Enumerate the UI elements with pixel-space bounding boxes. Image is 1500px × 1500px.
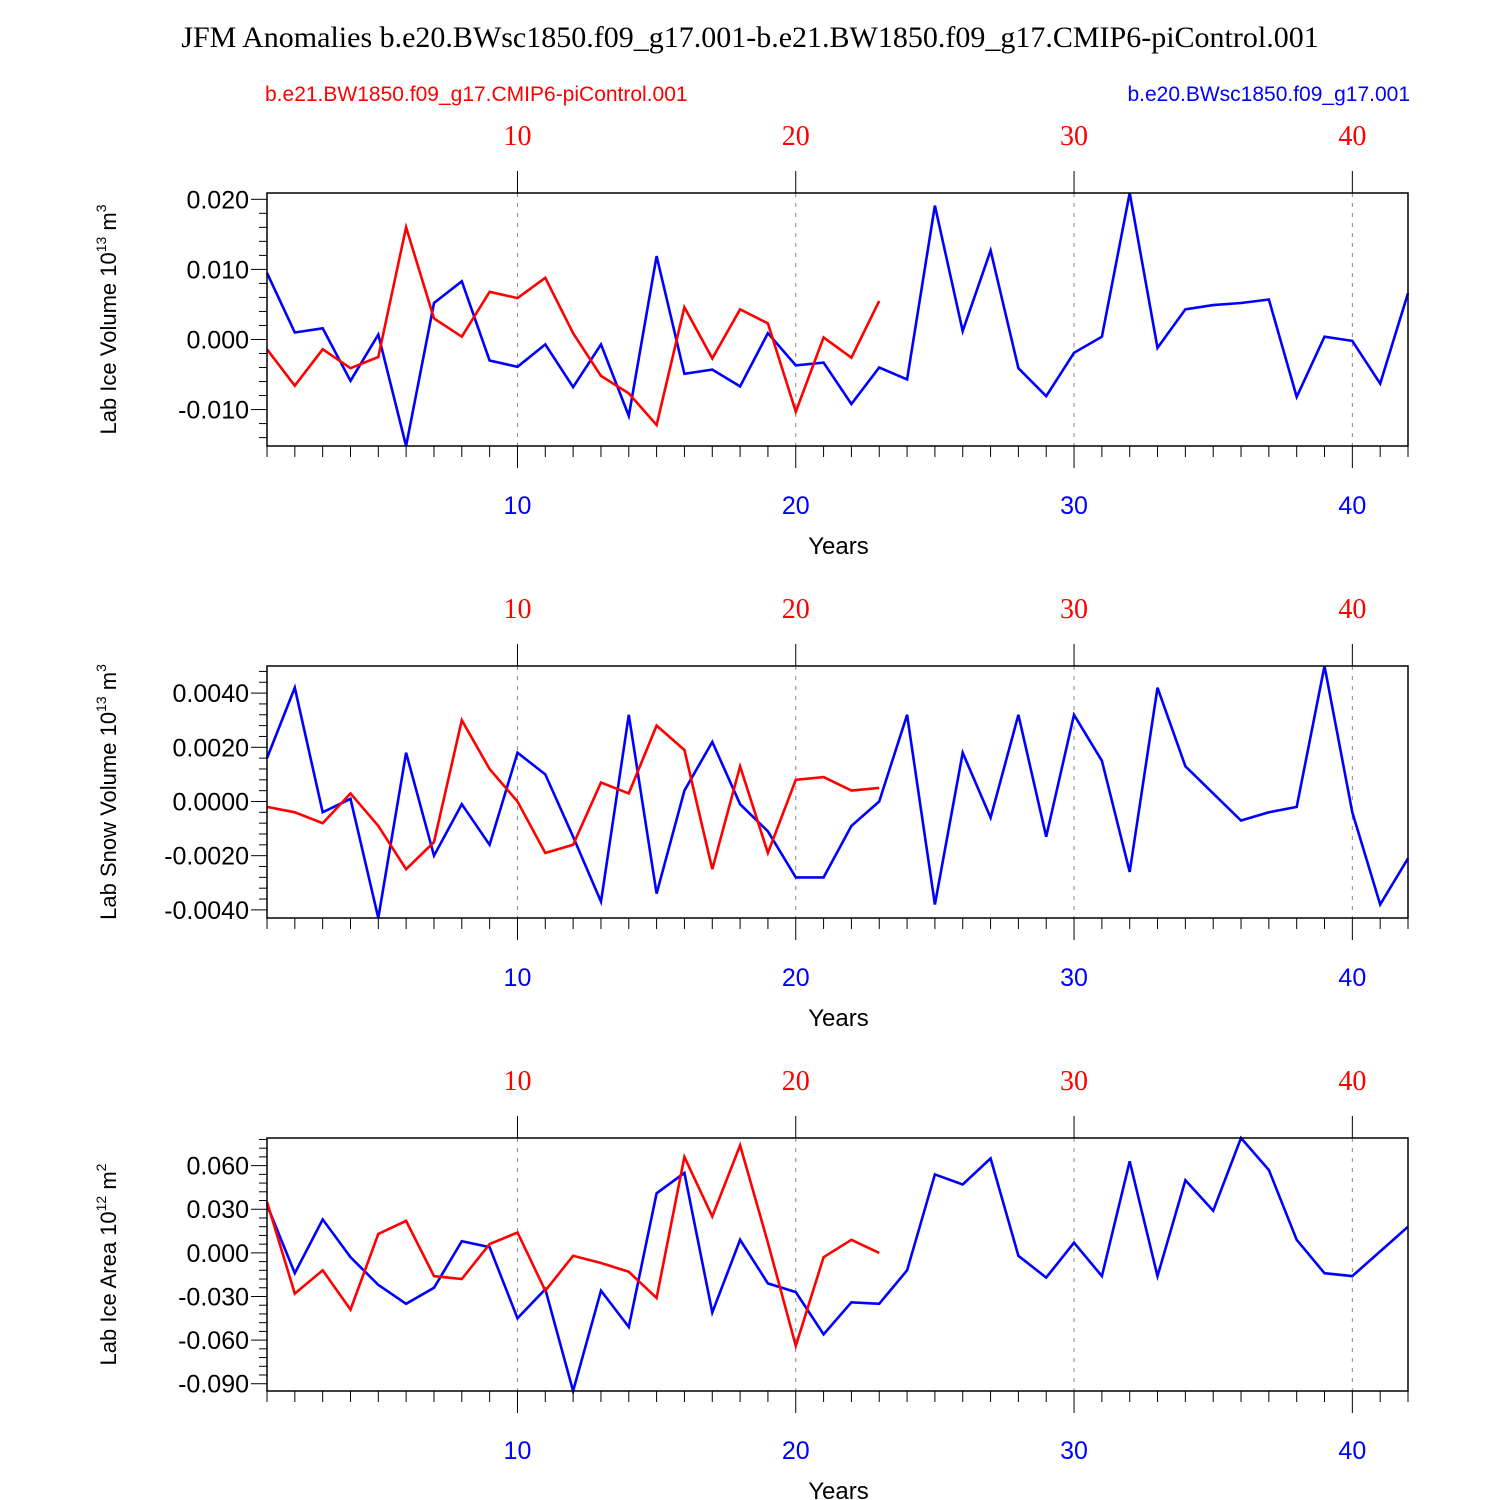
y-axis-title: Lab Ice Area 1012 m2 [93, 1163, 121, 1365]
x-tick-label-bottom: 30 [1060, 964, 1088, 992]
y-tick-label: -0.060 [178, 1327, 249, 1355]
y-axis-title-text: m [96, 212, 121, 236]
series-line-blue [265, 192, 1410, 447]
x-tick-label-bottom: 10 [504, 1437, 532, 1465]
y-axis-title-text: Lab Snow Volume 10 [96, 712, 121, 920]
x-tick-label-bottom: 40 [1338, 492, 1366, 520]
y-axis-title-superscript: 2 [93, 1163, 109, 1171]
x-tick-label-top: 40 [1338, 121, 1366, 152]
series-line-blue [265, 665, 1410, 919]
x-axis-title: Years [808, 1478, 869, 1500]
y-tick-label: 0.060 [186, 1153, 249, 1181]
y-tick-label: -0.010 [178, 397, 249, 425]
legend-red-label: b.e21.BW1850.f09_g17.CMIP6-piControl.001 [265, 83, 688, 106]
x-axis-title: Years [808, 533, 869, 560]
y-axis-title: Lab Snow Volume 1013 m3 [93, 664, 121, 920]
series-line-red [265, 222, 881, 428]
x-tick-label-bottom: 40 [1338, 1437, 1366, 1465]
y-tick-label: -0.0040 [164, 897, 249, 925]
y-axis-title-text: Lab Ice Volume 10 [96, 252, 121, 434]
x-tick-label-top: 40 [1338, 594, 1366, 625]
y-axis-title-text: Lab Ice Area 10 [96, 1211, 121, 1365]
y-tick-label: -0.090 [178, 1371, 249, 1399]
y-axis-title-superscript: 13 [93, 237, 109, 253]
x-tick-label-top: 10 [503, 1066, 531, 1097]
x-tick-label-bottom: 40 [1338, 964, 1366, 992]
x-tick-label-top: 20 [782, 594, 810, 625]
series-line-red [266, 716, 880, 872]
y-axis-title-text: m [96, 1171, 121, 1195]
x-tick-label-top: 30 [1060, 121, 1088, 152]
x-tick-label-bottom: 10 [504, 964, 532, 992]
y-axis-title-superscript: 3 [93, 664, 109, 672]
chart-panel-2: -0.0040 -0.0020 0.0000 0.0020 0.0040 10 20 30 40… [93, 594, 1410, 1032]
y-tick-label: -0.0020 [164, 843, 249, 871]
y-tick-label: 0.000 [186, 326, 249, 354]
plot-frame [266, 1137, 1409, 1392]
x-tick-label-top: 30 [1060, 594, 1088, 625]
x-tick-label-top: 30 [1060, 1066, 1088, 1097]
x-tick-label-bottom: 30 [1060, 1437, 1088, 1465]
y-tick-label: 0.020 [186, 186, 249, 214]
y-tick-label: 0.010 [186, 256, 249, 284]
x-tick-label-top: 20 [782, 1066, 810, 1097]
x-axis-title: Years [808, 1005, 869, 1032]
x-tick-label-bottom: 30 [1060, 492, 1088, 520]
y-tick-label: -0.030 [178, 1283, 249, 1311]
y-axis-title-text: m [96, 672, 121, 696]
legend-blue-label: b.e20.BWsc1850.f09_g17.001 [1127, 83, 1410, 106]
plot-frame [266, 665, 1409, 919]
y-axis-title: Lab Ice Volume 1013 m3 [93, 204, 121, 434]
x-tick-label-bottom: 20 [782, 964, 810, 992]
x-tick-label-bottom: 10 [504, 492, 532, 520]
x-tick-label-bottom: 20 [782, 1437, 810, 1465]
chart-panel-1: -0.010 0.000 0.010 0.020 10 20 30 40 10 20 30 40 Yea… [93, 121, 1410, 560]
y-axis-title-superscript: 12 [93, 1196, 109, 1212]
x-tick-label-top: 40 [1338, 1066, 1366, 1097]
chart-panel-3: -0.090 -0.060 -0.030 0.000 0.030 0.060 10 20 30 4… [93, 1066, 1409, 1500]
y-axis-title-superscript: 13 [93, 696, 109, 712]
x-tick-label-top: 10 [503, 594, 531, 625]
plot-frame [266, 192, 1409, 447]
y-tick-label: 0.030 [186, 1196, 249, 1224]
x-tick-label-bottom: 20 [782, 492, 810, 520]
y-tick-label: 0.000 [186, 1240, 249, 1268]
series-line-red [265, 1141, 880, 1351]
y-tick-label: 0.0000 [173, 788, 249, 816]
x-tick-label-top: 20 [782, 121, 810, 152]
x-tick-label-top: 10 [503, 121, 531, 152]
y-tick-label: 0.0020 [173, 734, 249, 762]
y-axis-title-superscript: 3 [93, 204, 109, 212]
series-line-blue [265, 1135, 1409, 1396]
y-tick-label: 0.0040 [173, 680, 249, 708]
figure-title: JFM Anomalies b.e20.BWsc1850.f09_g17.001… [181, 21, 1318, 54]
